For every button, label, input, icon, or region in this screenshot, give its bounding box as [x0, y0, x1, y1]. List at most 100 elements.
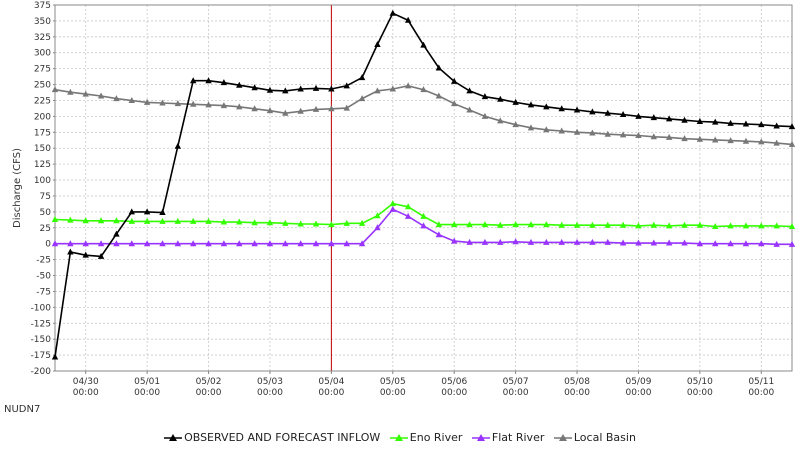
data-point-marker: [712, 223, 719, 230]
data-point-marker: [251, 84, 258, 91]
legend-item-local-basin: Local Basin: [553, 431, 636, 444]
data-point-marker: [312, 220, 320, 227]
data-point-marker: [97, 252, 105, 259]
series-flat-river: [51, 205, 796, 247]
data-point-marker: [82, 251, 89, 258]
data-point-marker: [466, 238, 473, 245]
data-point-marker: [497, 238, 504, 245]
data-point-marker: [788, 240, 796, 247]
data-point-marker: [67, 248, 74, 255]
data-point-marker: [174, 100, 182, 107]
data-point-marker: [420, 212, 427, 219]
station-label: NUDN7: [4, 404, 41, 415]
data-point-marker: [358, 95, 366, 102]
series-observed-and-forecast-inflow: [51, 9, 796, 360]
data-point-marker: [404, 203, 412, 210]
data-point-marker: [143, 98, 151, 105]
data-point-marker: [404, 82, 412, 89]
data-point-marker: [635, 112, 642, 119]
data-point-marker: [205, 101, 212, 108]
y-tick-label: -100: [31, 303, 52, 313]
data-point-marker: [189, 240, 197, 247]
x-tick-date-label: 05/11: [748, 377, 774, 387]
data-point-marker: [773, 139, 780, 146]
data-point-marker: [681, 239, 688, 246]
y-tick-label: -75: [36, 287, 51, 297]
x-tick-time-label: 00:00: [196, 388, 222, 398]
x-tick-time-label: 00:00: [503, 388, 529, 398]
data-point-marker: [128, 96, 135, 103]
x-tick-time-label: 00:00: [748, 388, 774, 398]
x-axis-tick-labels: 04/3000:0005/0100:0005/0200:0005/0300:00…: [73, 377, 775, 398]
data-point-marker: [773, 122, 780, 129]
data-point-marker: [251, 105, 258, 112]
y-tick-label: -125: [31, 319, 51, 329]
data-point-marker: [404, 212, 412, 219]
data-point-marker: [573, 128, 581, 135]
series-line: [54, 12, 793, 358]
data-point-marker: [635, 131, 642, 138]
data-point-marker: [466, 87, 473, 94]
data-point-marker: [481, 112, 489, 119]
data-point-marker: [451, 221, 458, 228]
y-tick-label: 200: [34, 112, 51, 122]
data-point-marker: [420, 86, 427, 93]
data-point-marker: [113, 217, 120, 224]
x-tick-time-label: 00:00: [380, 388, 406, 398]
y-tick-label: 150: [34, 144, 51, 154]
data-point-marker: [205, 77, 212, 84]
data-point-marker: [543, 221, 550, 228]
data-point-marker: [389, 200, 396, 207]
data-point-marker: [604, 109, 611, 116]
data-point-marker: [143, 217, 151, 224]
data-point-marker: [696, 240, 704, 247]
y-tick-label: 375: [34, 1, 51, 11]
data-point-marker: [420, 41, 427, 48]
x-tick-date-label: 05/10: [687, 377, 713, 387]
data-point-marker: [696, 221, 704, 228]
legend-item-eno-river: Eno River: [389, 431, 462, 444]
data-point-marker: [51, 240, 59, 247]
data-point-marker: [389, 85, 396, 92]
y-tick-label: 75: [40, 192, 51, 202]
y-tick-label: 275: [34, 65, 51, 75]
y-tick-label: 250: [34, 81, 51, 91]
data-point-marker: [113, 230, 120, 237]
data-point-marker: [389, 205, 396, 212]
y-tick-label: 50: [40, 208, 52, 218]
data-point-marker: [220, 240, 228, 247]
data-point-marker: [619, 131, 627, 138]
data-point-marker: [466, 106, 473, 113]
data-point-marker: [374, 224, 381, 231]
plot-frame: [54, 4, 793, 372]
data-point-marker: [328, 221, 335, 228]
data-point-marker: [236, 240, 243, 247]
data-point-marker: [251, 240, 258, 247]
data-point-marker: [650, 221, 658, 228]
data-point-marker: [758, 222, 765, 229]
data-point-marker: [297, 220, 304, 227]
data-point-marker: [420, 222, 427, 229]
data-point-marker: [604, 130, 611, 137]
x-tick-time-label: 00:00: [134, 388, 160, 398]
data-point-marker: [435, 221, 443, 228]
y-tick-label: 125: [34, 160, 51, 170]
x-tick-time-label: 00:00: [318, 388, 344, 398]
data-point-marker: [604, 238, 611, 245]
data-point-marker: [189, 77, 197, 84]
axes: [53, 4, 793, 374]
data-point-marker: [773, 222, 780, 229]
data-point-marker: [389, 9, 396, 16]
data-point-marker: [343, 104, 350, 111]
data-point-marker: [220, 102, 228, 109]
y-axis-tick-labels: 3753503253002752502252001751501251007550…: [31, 1, 52, 377]
data-point-marker: [466, 221, 473, 228]
data-series: [51, 9, 796, 360]
data-point-marker: [82, 217, 89, 224]
x-tick-date-label: 05/08: [564, 377, 590, 387]
data-point-marker: [97, 92, 105, 99]
data-point-marker: [742, 240, 750, 247]
data-point-marker: [727, 137, 734, 144]
data-point-marker: [635, 222, 642, 229]
data-point-marker: [758, 138, 765, 145]
